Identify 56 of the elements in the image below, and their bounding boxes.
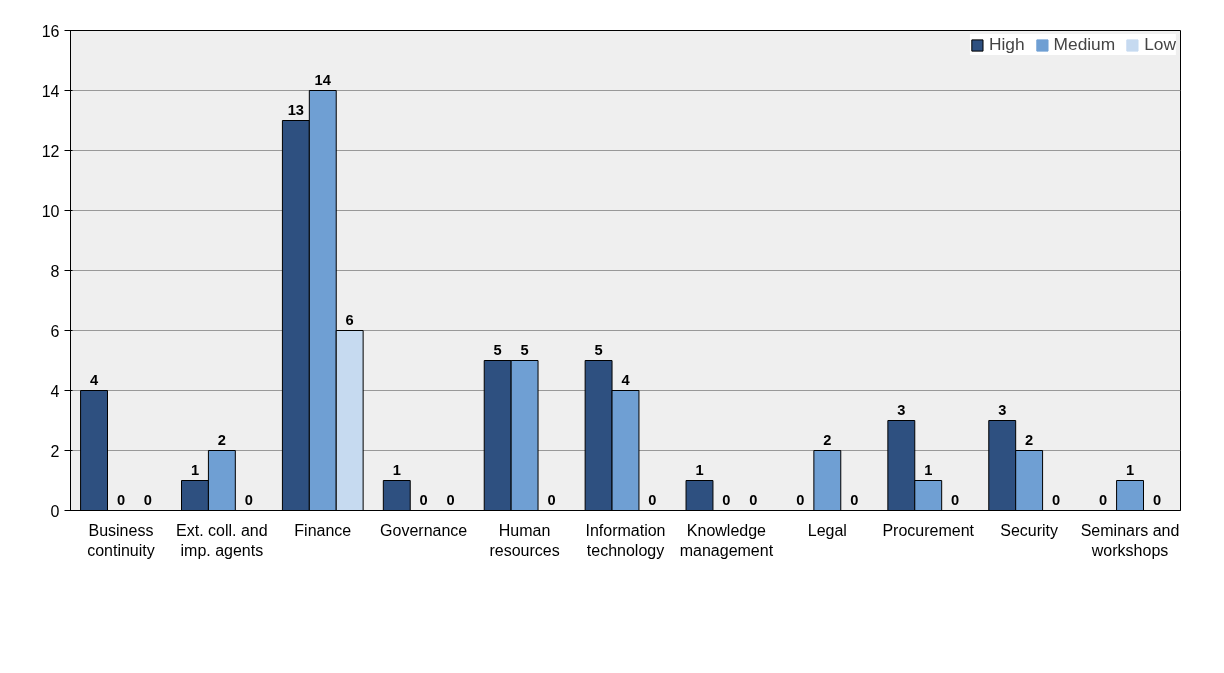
data-label: 3 [998,401,1007,418]
y-tick-label: 8 [50,262,60,280]
legend-label: High [988,34,1025,55]
legend-label: Medium [1053,34,1116,55]
data-label: 14 [314,71,332,88]
x-tick-label: Legal [807,521,847,539]
y-tick-label: 6 [50,322,60,340]
x-tick-label: Procurement [882,521,975,539]
data-label: 2 [217,431,226,448]
data-label: 5 [493,341,502,358]
y-tick-label: 2 [50,442,60,460]
data-label: 0 [116,491,126,508]
x-tick-label: Security [1000,521,1059,539]
data-label: 1 [1125,461,1135,478]
data-label: 0 [1152,491,1162,508]
data-label: 4 [621,371,631,388]
data-label: 0 [796,491,805,508]
x-tick-label: Ext. coll. and imp. agents [176,521,268,559]
x-tick-label: Information technology [585,521,666,559]
x-tick-label: Business continuity [87,521,155,559]
x-tick-label: Seminars and workshops [1080,521,1180,559]
y-tick-label: 0 [50,502,60,520]
data-label: 0 [1099,491,1108,508]
data-label: 6 [345,311,354,328]
data-label: 13 [287,101,305,118]
y-tick-label: 16 [41,22,60,40]
data-label: 0 [1051,491,1061,508]
data-label: 1 [392,461,401,478]
data-label: 0 [749,491,758,508]
data-label: 0 [244,491,253,508]
data-label: 3 [897,401,906,418]
data-label: 0 [446,491,455,508]
data-label: 0 [547,491,556,508]
data-label: 1 [695,461,704,478]
legend-label: Low [1144,34,1176,55]
data-label: 5 [594,341,603,358]
x-tick-label: Governance [380,521,468,539]
y-tick-label: 12 [41,142,60,160]
data-label: 0 [419,491,428,508]
data-label: 0 [850,491,859,508]
data-label: 0 [722,491,731,508]
data-label: 5 [520,341,529,358]
y-tick-label: 10 [41,202,60,220]
x-tick-label: Finance [294,521,352,539]
data-label: 2 [823,431,832,448]
data-label: 0 [143,491,152,508]
data-label: 0 [951,491,960,508]
y-tick-label: 14 [41,82,60,100]
data-label: 1 [190,461,200,478]
y-tick-label: 4 [50,382,60,400]
data-label: 0 [648,491,657,508]
data-label: 4 [89,371,99,388]
x-tick-label: Human resources [489,521,560,559]
x-tick-label: Knowledge management [679,521,774,559]
data-label: 2 [1025,431,1034,448]
data-label: 1 [924,461,933,478]
